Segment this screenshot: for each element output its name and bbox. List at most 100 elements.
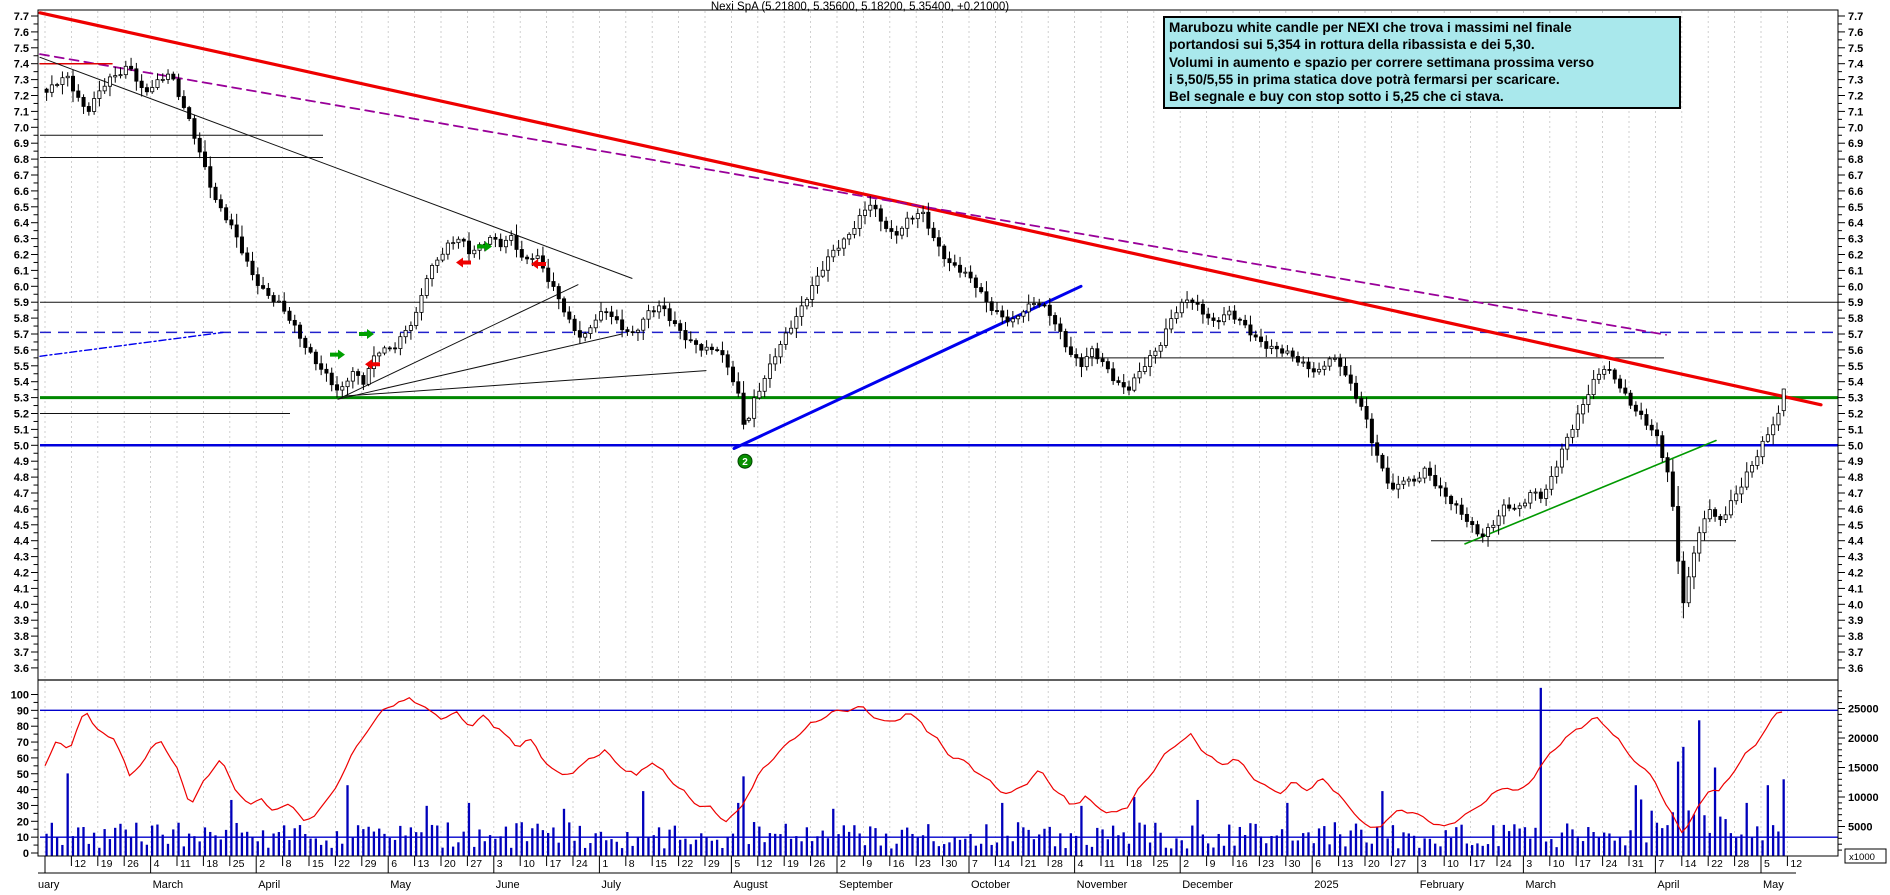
oscillator-axis-label: 60: [17, 753, 29, 765]
candle-body: [1037, 303, 1042, 306]
price-axis-label: 7.7: [1848, 11, 1863, 23]
candle-body: [123, 65, 128, 76]
volume-bar: [747, 844, 750, 856]
candle-body: [398, 336, 403, 349]
week-label: 29: [708, 858, 720, 870]
volume-bar: [837, 834, 840, 856]
volume-bar: [55, 837, 59, 856]
volume-bar: [1106, 839, 1109, 856]
fan-line-shallow[interactable]: [344, 370, 707, 397]
volume-bar: [1729, 833, 1733, 856]
candle-body: [868, 204, 873, 211]
week-label: 24: [1500, 858, 1512, 870]
trendline-green-rialzista[interactable]: [1464, 439, 1717, 545]
week-label: 9: [1210, 858, 1216, 870]
trendline-black-descending[interactable]: [39, 56, 633, 279]
square-marker[interactable]: [741, 419, 747, 425]
price-axis-label: 6.2: [1848, 250, 1863, 262]
candle-body: [1222, 314, 1227, 323]
candle-body: [519, 249, 524, 258]
month-label: March: [1525, 879, 1556, 891]
fan-line-steep[interactable]: [337, 284, 579, 400]
volume-bar: [1708, 832, 1711, 856]
candle-body: [752, 397, 757, 419]
volume-bar: [657, 827, 661, 856]
volume-bar: [589, 843, 592, 856]
volume-bar: [193, 836, 196, 856]
price-axis-label: 4.4: [14, 536, 30, 548]
volume-bar: [1307, 832, 1310, 856]
candle-body: [171, 73, 176, 80]
sell-arrow-icon[interactable]: [456, 257, 471, 268]
candle-body: [1607, 369, 1612, 371]
volume-bar: [1439, 846, 1442, 856]
volume-bar: [816, 836, 819, 856]
buy-arrow-icon[interactable]: [477, 241, 492, 252]
volume-bar: [1645, 842, 1648, 856]
price-axis-label: 4.7: [1848, 488, 1863, 500]
volume-bar: [1323, 826, 1326, 856]
candle-body: [393, 347, 398, 350]
week-label: 15: [312, 858, 324, 870]
price-axis-label: 7.0: [1848, 122, 1863, 134]
volume-bar: [636, 836, 640, 856]
trendline-blue-dashdot[interactable]: [39, 331, 224, 357]
week-label: 14: [998, 858, 1010, 870]
candle-body: [81, 96, 86, 107]
volume-bar: [494, 838, 497, 856]
candle-body: [1538, 491, 1543, 499]
volume-bar: [1555, 847, 1558, 856]
candle-body: [1111, 368, 1116, 382]
annotation-note[interactable]: Marubozu white candle per NEXI che trova…: [1163, 16, 1681, 110]
volume-bar: [1185, 848, 1189, 856]
volume-bar: [557, 842, 560, 856]
candle-body: [952, 262, 957, 266]
volume-bar: [525, 841, 529, 856]
volume-bar: [562, 808, 566, 856]
price-axis-label: 4.0: [14, 599, 29, 611]
volume-bar: [1592, 831, 1595, 856]
price-axis-label: 7.0: [14, 122, 29, 134]
candle-body: [1644, 414, 1649, 426]
volume-bar: [1661, 828, 1664, 856]
trendline-red-ribassista[interactable]: [38, 11, 1823, 407]
volume-bar: [82, 827, 85, 856]
buy-arrow-icon[interactable]: [359, 329, 374, 339]
buy-arrow-icon[interactable]: [330, 349, 345, 360]
volume-bar: [752, 822, 756, 856]
candle-body: [1105, 361, 1110, 370]
trendline-purple-dashed[interactable]: [39, 53, 1667, 336]
candle-body: [614, 316, 619, 321]
annotation-line: i 5,50/5,55 in prima statica dove potrà …: [1169, 71, 1560, 87]
volume-bar: [921, 835, 925, 856]
volume-bar: [420, 832, 423, 856]
price-axis-label: 7.1: [14, 106, 29, 118]
price-axis-label: 7.7: [14, 11, 29, 23]
volume-bar: [1407, 833, 1410, 856]
volume-bar: [1370, 843, 1373, 856]
candle-body: [1285, 350, 1290, 354]
sell-arrow-icon[interactable]: [531, 259, 546, 270]
week-label: 23: [919, 858, 931, 870]
week-label: 13: [1342, 858, 1354, 870]
price-axis-label: 6.8: [14, 154, 29, 166]
sell-arrow-icon[interactable]: [365, 359, 380, 370]
price-axis-label: 6.1: [1848, 265, 1863, 277]
wave-2-marker[interactable]: [737, 453, 753, 469]
volume-bar: [763, 842, 766, 856]
candle-body: [419, 295, 424, 313]
candle-body: [1127, 386, 1132, 391]
price-axis-label: 3.6: [14, 663, 29, 675]
volume-bar: [594, 833, 597, 856]
volume-bar: [488, 835, 492, 856]
candle-body: [430, 265, 435, 280]
price-axis-label: 5.1: [14, 424, 29, 436]
candle-body: [826, 256, 831, 271]
fan-line-mid[interactable]: [337, 333, 623, 400]
candle-body: [1211, 317, 1216, 321]
candle-body: [1427, 467, 1432, 476]
volume-bar: [1581, 841, 1585, 856]
price-axis-label: 6.7: [14, 170, 29, 182]
oscillator-axis-label: 90: [17, 705, 29, 717]
volume-bar: [45, 833, 48, 856]
